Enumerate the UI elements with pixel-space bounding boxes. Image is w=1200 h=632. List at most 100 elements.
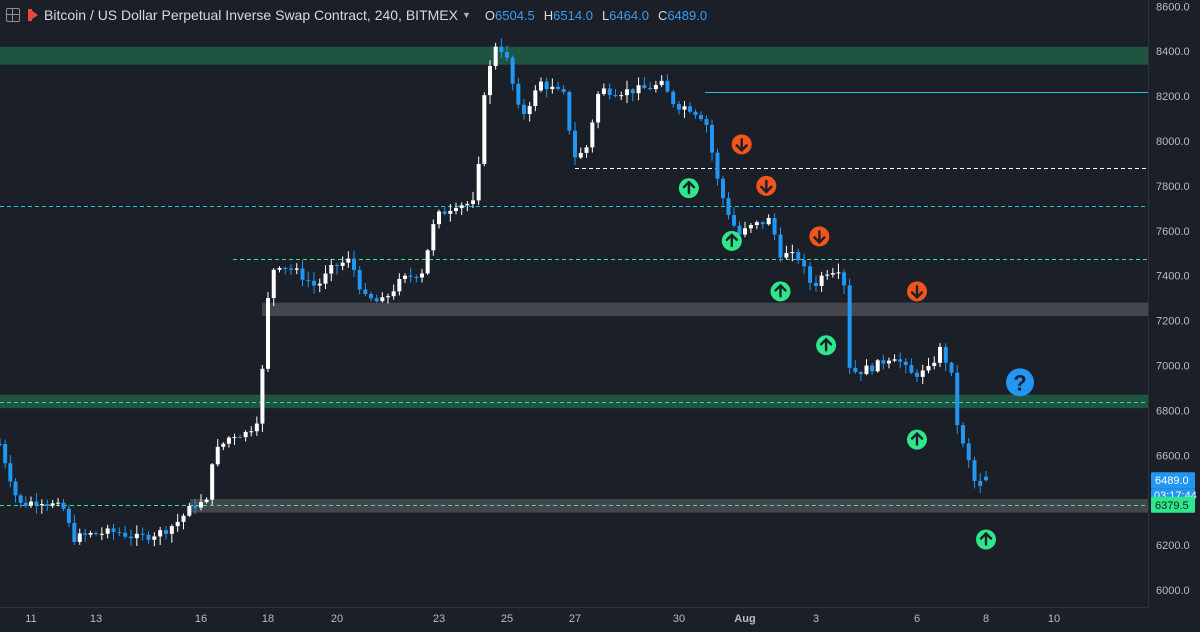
candle-body <box>522 104 526 115</box>
candle-body <box>215 446 220 465</box>
candle-body <box>972 460 977 481</box>
level-price-tag <box>1151 496 1195 513</box>
candle-body <box>808 266 813 283</box>
candle-body <box>539 81 543 91</box>
candle-body <box>671 91 676 104</box>
price-tick-label: 6600.0 <box>1156 450 1190 462</box>
candle-body <box>754 222 759 226</box>
candle-body <box>682 106 687 110</box>
candle-body <box>111 528 116 532</box>
candle-body <box>169 526 174 534</box>
time-tick-label: 23 <box>433 613 445 625</box>
time-tick-label: 6 <box>914 613 920 625</box>
candle-body <box>45 504 50 506</box>
level-price-text: 6379.5 <box>1155 500 1189 512</box>
green-zone[interactable] <box>0 394 1148 409</box>
price-tick-label: 6800.0 <box>1156 405 1190 417</box>
candle-body <box>653 84 658 90</box>
candle-body <box>825 274 830 276</box>
price-tick-label: 7600.0 <box>1156 226 1190 238</box>
arrow-head <box>819 338 833 346</box>
price-tick-label: 8200.0 <box>1156 91 1190 103</box>
candle-body <box>29 501 33 506</box>
green-zone[interactable] <box>0 46 1148 65</box>
candle-body <box>527 105 532 115</box>
time-tick-label: 20 <box>331 613 343 625</box>
time-tick-label: 18 <box>262 613 274 625</box>
horizontal-zones[interactable] <box>0 46 1148 513</box>
candle-body <box>317 283 322 286</box>
candle-body <box>772 218 777 235</box>
candle-body <box>3 444 8 464</box>
candle-body <box>238 437 243 439</box>
candle-body <box>357 270 362 290</box>
signal-markers[interactable]: ? <box>678 134 1034 550</box>
candle-body <box>420 273 424 278</box>
candle-body <box>743 228 747 235</box>
time-tick-label: 25 <box>501 613 513 625</box>
candle-body <box>99 533 104 535</box>
candle-body <box>140 533 145 535</box>
candle-body <box>363 289 368 295</box>
candle-body <box>516 83 521 105</box>
price-axis[interactable]: 8600.0 8400.0 8200.0 8000.0 7800.0 7600.0 7400… <box>1156 1 1190 597</box>
candle-body <box>721 178 725 199</box>
candle-body <box>915 372 919 377</box>
candle-body <box>556 86 560 89</box>
candle-body <box>704 119 709 125</box>
candle-body <box>836 272 841 274</box>
candle-body <box>858 372 863 375</box>
candle-body <box>23 502 28 506</box>
candle-body <box>607 88 612 95</box>
candle-body <box>898 359 903 362</box>
arrow-head <box>774 284 787 292</box>
candle-body <box>630 89 635 94</box>
candle-body <box>499 46 504 53</box>
candle-body <box>493 46 498 67</box>
candle-body <box>386 296 390 298</box>
candle-body <box>665 80 670 92</box>
price-tick-label: 6000.0 <box>1156 585 1190 597</box>
arrow-head <box>735 144 748 152</box>
candle-body <box>408 275 413 277</box>
price-tick-label: 7400.0 <box>1156 271 1190 283</box>
time-tick-label: 8 <box>983 613 989 625</box>
candle-body <box>271 269 276 298</box>
time-tick-label: Aug <box>734 613 755 625</box>
candle-body <box>300 268 305 280</box>
candle-body <box>471 200 475 204</box>
ohlc-open: O6504.5 <box>484 7 535 23</box>
candle-body <box>146 534 151 540</box>
chevron-down-icon[interactable]: ▼ <box>461 10 471 20</box>
arrow-head <box>760 185 773 194</box>
candle-body <box>459 205 464 209</box>
candle-body <box>294 268 299 270</box>
candle-body <box>760 222 765 225</box>
candle-body <box>909 365 914 373</box>
gray-zone[interactable] <box>262 302 1148 317</box>
candle-body <box>66 508 71 523</box>
candle-body <box>814 282 818 286</box>
candle-body <box>578 152 583 158</box>
horizontal-lines[interactable] <box>0 92 1148 506</box>
arrow-head <box>979 532 993 540</box>
time-axis[interactable]: 11 13 16 18 20 23 25 27 30 Aug 3 6 8 10 <box>25 613 1060 625</box>
time-tick-label: 27 <box>569 613 581 625</box>
candle-body <box>232 437 237 439</box>
candle-body <box>448 210 453 214</box>
question-marker-icon[interactable] <box>1006 368 1034 397</box>
grid-icon[interactable] <box>6 8 20 22</box>
arrow-head <box>813 236 826 244</box>
time-tick-label: 16 <box>195 613 207 625</box>
time-tick-label: 10 <box>1048 613 1060 625</box>
candle-body <box>187 505 192 516</box>
candle-body <box>847 285 852 368</box>
symbol-title[interactable]: Bitcoin / US Dollar Perpetual Inverse Sw… <box>44 7 458 23</box>
candle-body <box>732 215 736 226</box>
last-price-text: 6489.0 <box>1155 475 1189 487</box>
candlestick-series <box>0 38 988 547</box>
candle-body <box>129 536 133 539</box>
candle-body <box>886 360 891 364</box>
